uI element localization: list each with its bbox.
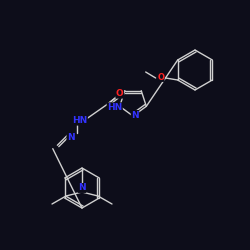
Text: O: O [157, 72, 164, 82]
Text: N: N [67, 133, 74, 142]
Text: HN: HN [72, 116, 88, 125]
Text: HN: HN [107, 103, 122, 112]
Text: N: N [78, 184, 86, 192]
Text: O: O [116, 89, 124, 98]
Text: N: N [131, 110, 139, 120]
